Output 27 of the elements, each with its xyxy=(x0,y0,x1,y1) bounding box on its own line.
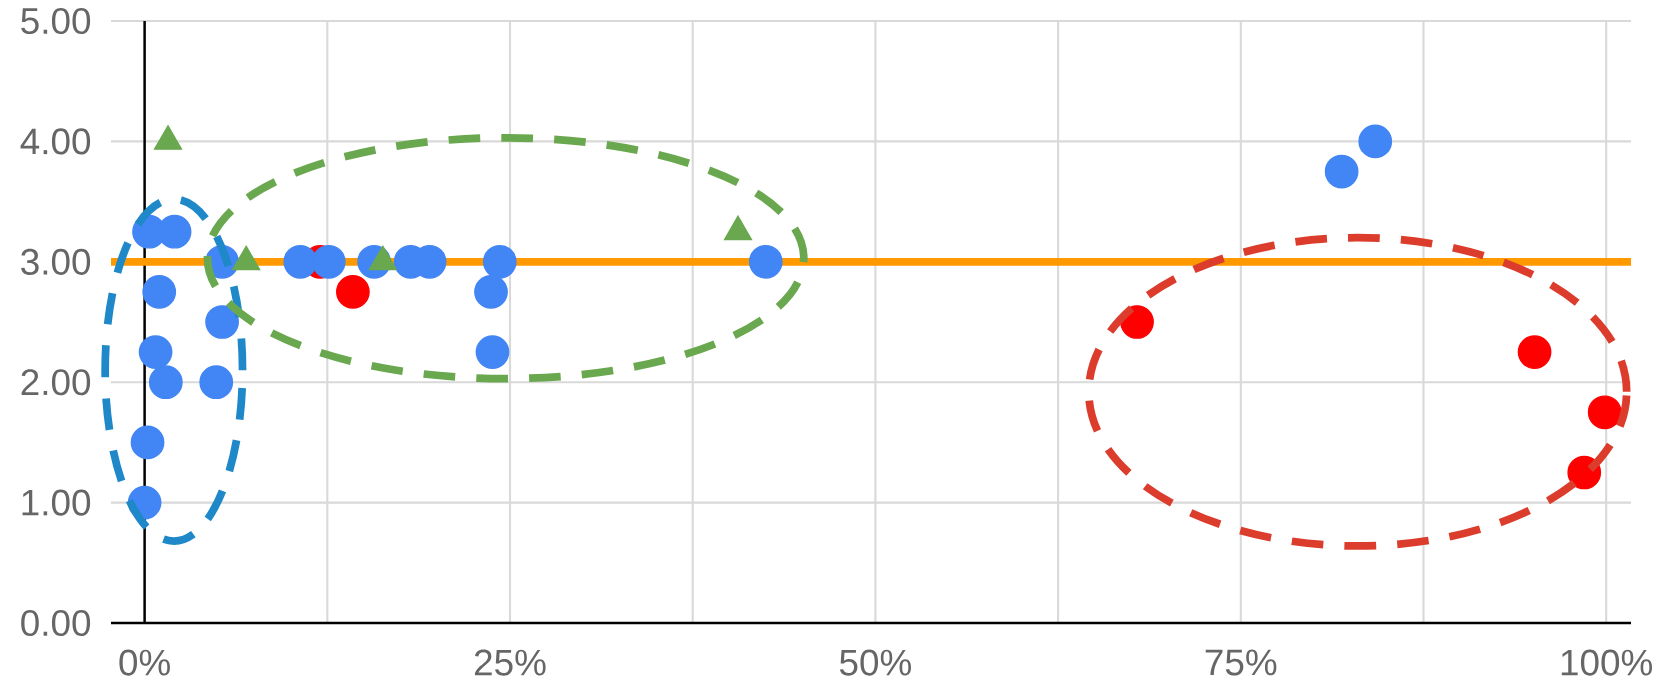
point xyxy=(130,425,165,460)
point xyxy=(482,244,517,279)
point xyxy=(475,335,510,369)
y-tick-label: 5.00 xyxy=(21,7,91,35)
point xyxy=(199,365,234,400)
point xyxy=(311,244,346,279)
y-tick-label: 0.00 xyxy=(21,609,91,637)
y-tick-label: 3.00 xyxy=(21,248,91,275)
point xyxy=(1324,154,1359,189)
point xyxy=(336,275,370,309)
x-tick-label: 100% xyxy=(1561,649,1653,676)
x-tick-label: 75% xyxy=(1205,649,1277,676)
point xyxy=(748,244,783,279)
point xyxy=(205,305,239,339)
point xyxy=(1358,124,1393,159)
y-tick-label: 1.00 xyxy=(22,489,91,516)
point xyxy=(1517,335,1552,369)
x-tick-label: 50% xyxy=(839,649,911,676)
x-tick-label: 0% xyxy=(119,649,170,676)
y-tick-label: 4.00 xyxy=(20,128,91,155)
x-tick-label: 25% xyxy=(474,649,546,676)
point xyxy=(1587,395,1622,430)
y-tick-label: 2.00 xyxy=(21,369,91,396)
point xyxy=(148,365,183,400)
point xyxy=(138,335,173,369)
point xyxy=(142,275,177,309)
point xyxy=(474,275,508,309)
